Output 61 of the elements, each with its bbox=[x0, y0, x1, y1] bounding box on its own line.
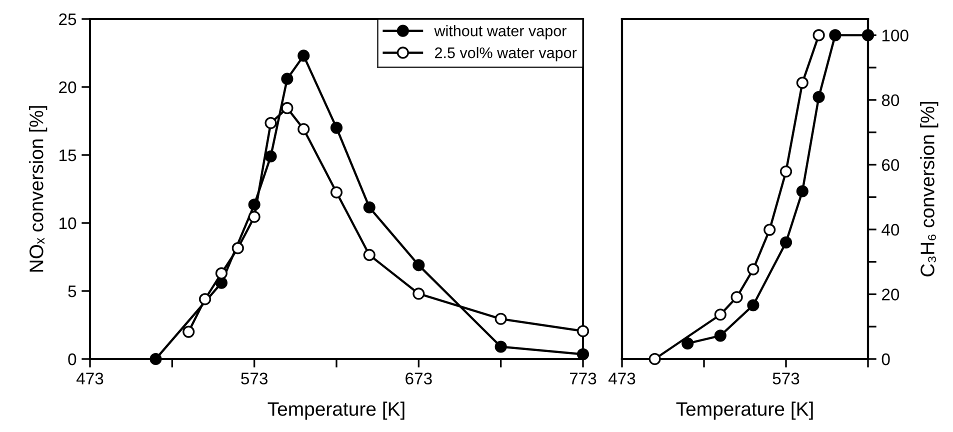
legend-label: without water vapor bbox=[434, 25, 566, 40]
point bbox=[494, 312, 507, 325]
y2-tick-label: 20 bbox=[882, 288, 900, 300]
point bbox=[812, 90, 825, 104]
y2-tick-label: 80 bbox=[882, 94, 900, 106]
point bbox=[330, 186, 343, 198]
point bbox=[714, 330, 726, 342]
x-tick-label: 473 bbox=[608, 372, 636, 384]
y-tick-label: 10 bbox=[60, 217, 76, 230]
point bbox=[780, 165, 792, 178]
point bbox=[412, 259, 425, 272]
point bbox=[494, 340, 507, 353]
point bbox=[330, 122, 343, 134]
point bbox=[363, 248, 376, 262]
point bbox=[747, 263, 760, 276]
y-tick-label: 25 bbox=[59, 13, 76, 26]
x-tick-label: 673 bbox=[406, 372, 432, 384]
x-axis-title: Temperature [K] bbox=[676, 402, 813, 420]
point bbox=[829, 29, 842, 42]
point bbox=[363, 201, 376, 214]
point bbox=[215, 267, 228, 280]
point bbox=[198, 293, 212, 306]
x-tick-label: 773 bbox=[570, 372, 596, 384]
y2-tick-label: 100 bbox=[882, 30, 908, 42]
y-tick-label: 5 bbox=[68, 286, 76, 298]
point bbox=[780, 236, 792, 248]
point bbox=[298, 50, 310, 62]
x-tick-label: 573 bbox=[241, 372, 268, 384]
point bbox=[747, 299, 760, 312]
x-tick-label: 573 bbox=[772, 372, 800, 384]
legend-label: 2.5 vol% water vapor bbox=[435, 46, 577, 62]
y-tick-label: 0 bbox=[68, 353, 76, 366]
point bbox=[764, 224, 776, 236]
point bbox=[682, 337, 694, 350]
y-tick-label: 15 bbox=[60, 150, 76, 162]
point bbox=[248, 210, 260, 223]
point bbox=[182, 326, 195, 338]
point bbox=[648, 352, 661, 366]
point bbox=[264, 150, 277, 162]
point bbox=[796, 185, 808, 198]
y-tick-label: 20 bbox=[59, 81, 76, 94]
point bbox=[150, 352, 162, 366]
point bbox=[730, 291, 743, 304]
point bbox=[796, 76, 808, 89]
y2-tick-label: 40 bbox=[882, 224, 900, 236]
point bbox=[576, 325, 590, 338]
point bbox=[412, 288, 425, 300]
y2-axis-title: C₃H₆ conversion [%] bbox=[920, 102, 938, 276]
x-axis-title: Temperature [K] bbox=[268, 402, 404, 420]
point bbox=[264, 116, 277, 130]
x-tick-label: 473 bbox=[76, 372, 104, 384]
y2-tick-label: 0 bbox=[882, 353, 890, 366]
y2-tick-label: 60 bbox=[882, 159, 900, 171]
point bbox=[298, 123, 310, 136]
point bbox=[281, 102, 294, 114]
y-axis-title: NOₓ conversion [%] bbox=[29, 106, 48, 272]
point bbox=[576, 348, 590, 360]
point bbox=[812, 29, 825, 42]
point bbox=[714, 308, 726, 321]
point bbox=[232, 242, 244, 254]
point bbox=[281, 72, 294, 85]
